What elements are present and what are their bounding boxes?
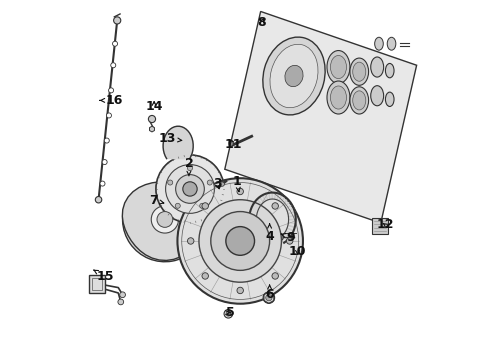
Circle shape [106,113,111,118]
Ellipse shape [262,37,325,115]
Circle shape [148,116,155,123]
Text: 1: 1 [232,175,241,192]
Ellipse shape [330,86,346,109]
Circle shape [286,238,292,244]
Ellipse shape [228,140,233,146]
Circle shape [237,188,243,195]
Text: 12: 12 [376,218,393,231]
Circle shape [175,175,204,203]
Ellipse shape [374,37,383,50]
Circle shape [202,273,208,279]
Circle shape [220,182,224,186]
Circle shape [237,287,243,294]
Circle shape [108,88,113,93]
Text: 2: 2 [184,157,193,176]
Circle shape [199,200,281,282]
Ellipse shape [285,66,303,87]
Circle shape [265,294,271,301]
Circle shape [224,310,232,318]
Ellipse shape [370,86,383,106]
Circle shape [175,203,180,208]
Circle shape [187,166,192,171]
Circle shape [183,182,197,196]
Circle shape [210,212,269,270]
Text: 4: 4 [264,224,273,243]
Text: 10: 10 [288,244,305,257]
Circle shape [271,273,278,279]
Text: 5: 5 [225,306,234,319]
Circle shape [187,238,194,244]
Circle shape [113,17,121,24]
Circle shape [199,203,204,208]
Text: 15: 15 [94,270,114,283]
Text: 14: 14 [145,100,163,113]
Circle shape [95,197,102,203]
Circle shape [225,226,254,255]
Circle shape [120,292,125,298]
Ellipse shape [385,63,393,78]
Text: 8: 8 [257,16,265,29]
Ellipse shape [349,58,368,85]
Text: 9: 9 [281,231,295,244]
Circle shape [112,41,117,46]
Circle shape [177,178,303,304]
Polygon shape [122,181,200,260]
Polygon shape [149,126,154,132]
Ellipse shape [326,50,349,84]
Text: 7: 7 [149,194,163,207]
Circle shape [165,165,214,213]
Ellipse shape [370,57,383,77]
Circle shape [110,63,116,68]
Ellipse shape [326,81,349,114]
Ellipse shape [385,92,393,107]
Text: 6: 6 [265,285,273,301]
Circle shape [225,311,230,316]
Text: 13: 13 [158,132,182,145]
Circle shape [156,155,224,223]
Circle shape [202,203,208,209]
Circle shape [118,299,123,305]
Wedge shape [122,187,207,262]
Circle shape [157,212,172,227]
Polygon shape [163,126,193,159]
Circle shape [100,181,105,186]
Text: 11: 11 [224,138,241,150]
Text: 16: 16 [100,94,122,107]
Ellipse shape [352,91,365,110]
Polygon shape [224,12,416,223]
Ellipse shape [386,37,395,50]
Ellipse shape [349,87,368,114]
Circle shape [207,180,212,185]
Circle shape [167,180,172,185]
Ellipse shape [269,44,317,108]
Ellipse shape [352,62,365,81]
FancyBboxPatch shape [89,275,105,293]
Circle shape [271,203,278,209]
Circle shape [102,159,107,165]
Text: 3: 3 [213,177,222,190]
Circle shape [104,138,109,143]
Circle shape [276,234,283,241]
Circle shape [263,292,274,303]
Ellipse shape [330,55,346,78]
Circle shape [151,206,178,233]
FancyBboxPatch shape [371,218,387,234]
